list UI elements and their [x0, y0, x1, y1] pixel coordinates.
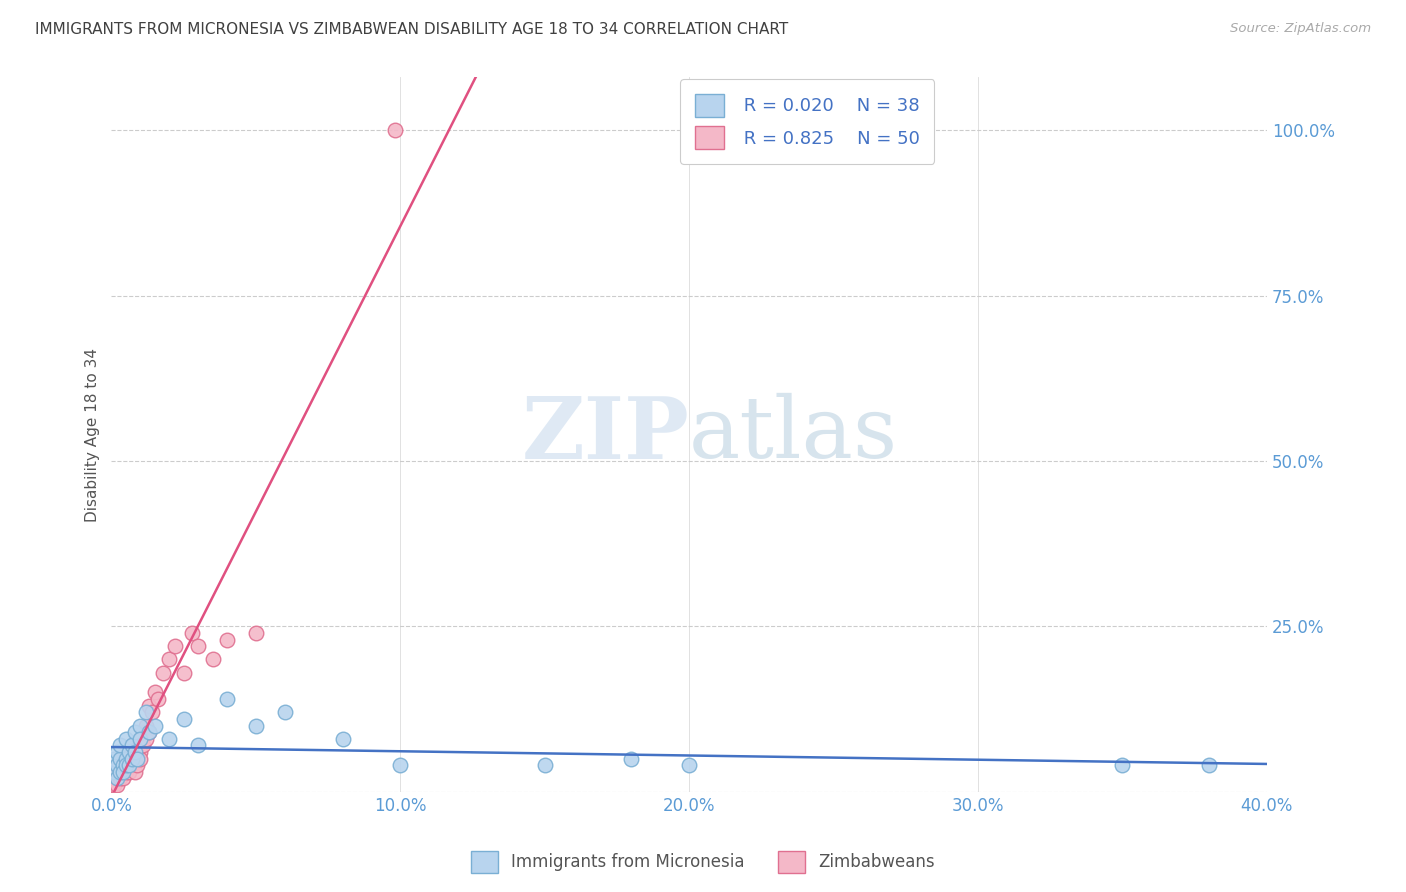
Point — [187, 639, 209, 653]
Point — [143, 685, 166, 699]
Point — [115, 745, 138, 759]
Point — [620, 751, 643, 765]
Point — [105, 764, 128, 779]
Point — [121, 739, 143, 753]
Legend: Immigrants from Micronesia, Zimbabweans: Immigrants from Micronesia, Zimbabweans — [464, 845, 942, 880]
Point — [118, 758, 141, 772]
Text: IMMIGRANTS FROM MICRONESIA VS ZIMBABWEAN DISABILITY AGE 18 TO 34 CORRELATION CHA: IMMIGRANTS FROM MICRONESIA VS ZIMBABWEAN… — [35, 22, 789, 37]
Point — [389, 758, 412, 772]
Point — [103, 764, 125, 779]
Point — [215, 632, 238, 647]
Point — [129, 745, 152, 759]
Point — [108, 739, 131, 753]
Point — [124, 725, 146, 739]
Point — [245, 718, 267, 732]
Point — [157, 731, 180, 746]
Point — [146, 692, 169, 706]
Point — [105, 758, 128, 772]
Point — [384, 123, 406, 137]
Point — [111, 772, 134, 786]
Point — [173, 712, 195, 726]
Point — [1198, 758, 1220, 772]
Point — [138, 725, 160, 739]
Point — [111, 764, 134, 779]
Point — [121, 745, 143, 759]
Point — [111, 758, 134, 772]
Point — [127, 751, 149, 765]
Point — [121, 758, 143, 772]
Point — [132, 739, 155, 753]
Point — [108, 751, 131, 765]
Point — [103, 772, 125, 786]
Point — [115, 751, 138, 765]
Point — [108, 751, 131, 765]
Point — [181, 626, 204, 640]
Point — [129, 731, 152, 746]
Point — [103, 751, 125, 765]
Point — [187, 739, 209, 753]
Point — [143, 718, 166, 732]
Point — [105, 745, 128, 759]
Point — [115, 758, 138, 772]
Point — [141, 706, 163, 720]
Point — [108, 764, 131, 779]
Point — [105, 772, 128, 786]
Text: atlas: atlas — [689, 393, 898, 476]
Point — [108, 764, 131, 779]
Point — [132, 725, 155, 739]
Point — [115, 751, 138, 765]
Point — [678, 758, 700, 772]
Point — [111, 758, 134, 772]
Point — [103, 778, 125, 792]
Point — [108, 772, 131, 786]
Point — [121, 751, 143, 765]
Point — [129, 751, 152, 765]
Point — [138, 698, 160, 713]
Point — [135, 731, 157, 746]
Point — [1111, 758, 1133, 772]
Point — [118, 758, 141, 772]
Point — [103, 764, 125, 779]
Point — [124, 764, 146, 779]
Y-axis label: Disability Age 18 to 34: Disability Age 18 to 34 — [86, 348, 100, 522]
Point — [105, 778, 128, 792]
Point — [127, 758, 149, 772]
Point — [118, 751, 141, 765]
Point — [245, 626, 267, 640]
Point — [135, 718, 157, 732]
Point — [118, 745, 141, 759]
Point — [215, 692, 238, 706]
Text: ZIP: ZIP — [522, 392, 689, 476]
Point — [129, 731, 152, 746]
Legend:  R = 0.020    N = 38,  R = 0.825    N = 50: R = 0.020 N = 38, R = 0.825 N = 50 — [681, 79, 935, 163]
Point — [124, 745, 146, 759]
Point — [105, 772, 128, 786]
Point — [124, 751, 146, 765]
Point — [105, 758, 128, 772]
Point — [111, 764, 134, 779]
Point — [115, 731, 138, 746]
Point — [108, 758, 131, 772]
Point — [533, 758, 555, 772]
Point — [152, 665, 174, 680]
Point — [115, 764, 138, 779]
Point — [118, 764, 141, 779]
Point — [135, 706, 157, 720]
Point — [157, 652, 180, 666]
Point — [274, 706, 297, 720]
Point — [127, 739, 149, 753]
Point — [163, 639, 186, 653]
Point — [332, 731, 354, 746]
Point — [129, 718, 152, 732]
Point — [138, 725, 160, 739]
Point — [101, 778, 124, 792]
Point — [201, 652, 224, 666]
Point — [121, 739, 143, 753]
Text: Source: ZipAtlas.com: Source: ZipAtlas.com — [1230, 22, 1371, 36]
Point — [173, 665, 195, 680]
